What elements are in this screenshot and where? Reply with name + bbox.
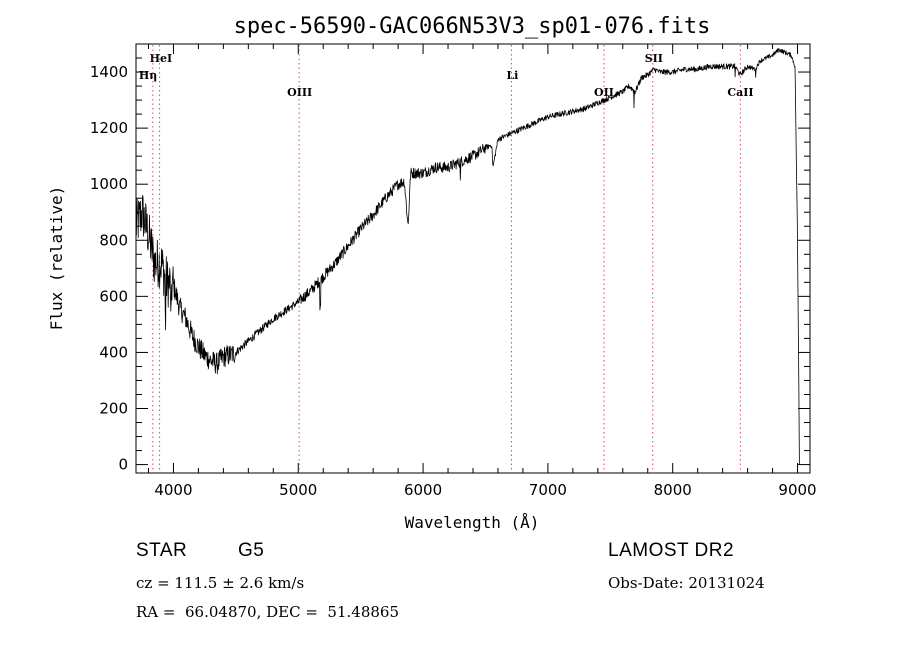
survey-name: LAMOST DR2 [608, 540, 735, 561]
x-tick-label: 7000 [529, 481, 567, 499]
chart-title: spec-56590-GAC066N53V3_sp01-076.fits [234, 14, 711, 39]
spectrum-line [135, 48, 800, 465]
spectral-line-label: SII [645, 52, 663, 65]
spectral-line-label: Li [506, 69, 518, 82]
y-tick-label: 1400 [90, 63, 128, 81]
object-class: STAR [136, 540, 188, 561]
spectral-line-label: Hη [139, 69, 157, 82]
spectrum-series [135, 48, 800, 465]
y-tick-label: 0 [118, 456, 128, 474]
spectral-line-label: CaII [727, 86, 753, 99]
x-tick-label: 6000 [404, 481, 442, 499]
coordinates: RA = 66.04870, DEC = 51.48865 [136, 603, 400, 621]
x-axis-label: Wavelength (Å) [405, 513, 540, 532]
plot-frame [135, 43, 811, 474]
x-tick-label: 5000 [279, 481, 317, 499]
x-tick-label: 4000 [154, 481, 192, 499]
y-tick-label: 400 [99, 343, 128, 361]
redshift-cz: cz = 111.5 ± 2.6 km/s [136, 574, 305, 592]
spectral-line-label: HeI [150, 52, 173, 65]
y-tick-label: 800 [99, 231, 128, 249]
x-tick-label: 8000 [654, 481, 692, 499]
y-tick-label: 1000 [90, 175, 128, 193]
observation-date: Obs-Date: 20131024 [608, 574, 765, 592]
axis-ticks: 4000 5000 6000 7000 8000 9000 0 200 400 600 800 100… [90, 44, 817, 499]
spectrum-chart: spec-56590-GAC066N53V3_sp01-076.fits 400… [47, 14, 817, 532]
y-tick-label: 600 [99, 287, 128, 305]
spectral-line-label: OIII [287, 86, 312, 99]
x-tick-label: 9000 [778, 481, 816, 499]
subclass: G5 [238, 540, 265, 561]
y-axis-label: Flux (relative) [47, 186, 66, 331]
y-tick-label: 1200 [90, 119, 128, 137]
y-tick-label: 200 [99, 400, 128, 418]
